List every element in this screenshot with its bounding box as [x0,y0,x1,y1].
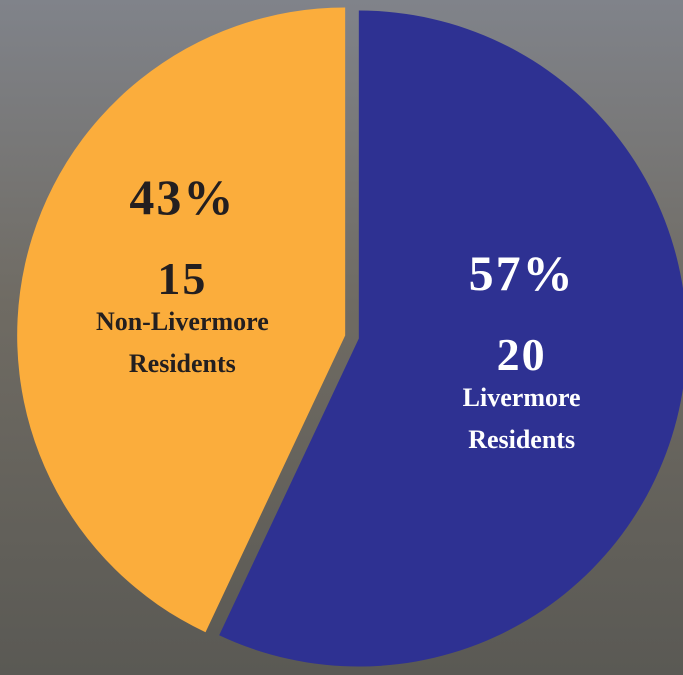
value-label: 57% [468,244,575,301]
value-label: 43% [129,169,236,226]
pie-slice [219,10,683,667]
pie-slice [17,7,346,633]
count-label: 15 [157,253,208,305]
count-label: 20 [496,328,547,380]
category-label: Non-Livermore Residents [95,307,269,379]
category-label: Livermore Residents [462,382,581,454]
